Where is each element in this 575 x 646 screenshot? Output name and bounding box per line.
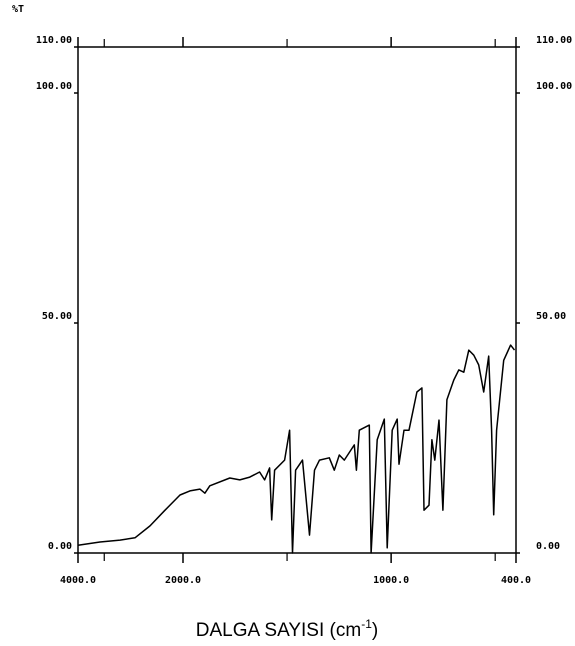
y2-tick-label: 50.00: [536, 311, 566, 322]
x-tick-label: 1000.0: [373, 575, 409, 586]
x-tick-label: 4000.0: [60, 575, 96, 586]
spectrum-line: [77, 344, 516, 554]
chart-title: %T: [12, 4, 24, 15]
x-unit-exponent: -1: [361, 617, 372, 631]
x-label: DALGA SAYISI: [196, 620, 324, 641]
y2-tick-label: 100.00: [536, 81, 572, 92]
paren: ): [372, 620, 378, 641]
plot-frame: [77, 46, 517, 554]
x-axis-title: DALGA SAYISI (cm-1): [196, 617, 378, 641]
x-tick-label: 2000.0: [165, 575, 201, 586]
paren: (: [324, 620, 336, 641]
x-tick-label: 400.0: [501, 575, 531, 586]
y-tick-label: 50.00: [42, 311, 72, 322]
y-tick-label: 100.00: [36, 81, 72, 92]
y2-tick-label: 0.00: [536, 541, 560, 552]
y-tick-label: 110.00: [36, 35, 72, 46]
y-tick-label: 0.00: [48, 541, 72, 552]
y2-tick-label: 110.00: [536, 35, 572, 46]
x-unit: cm: [336, 620, 361, 641]
